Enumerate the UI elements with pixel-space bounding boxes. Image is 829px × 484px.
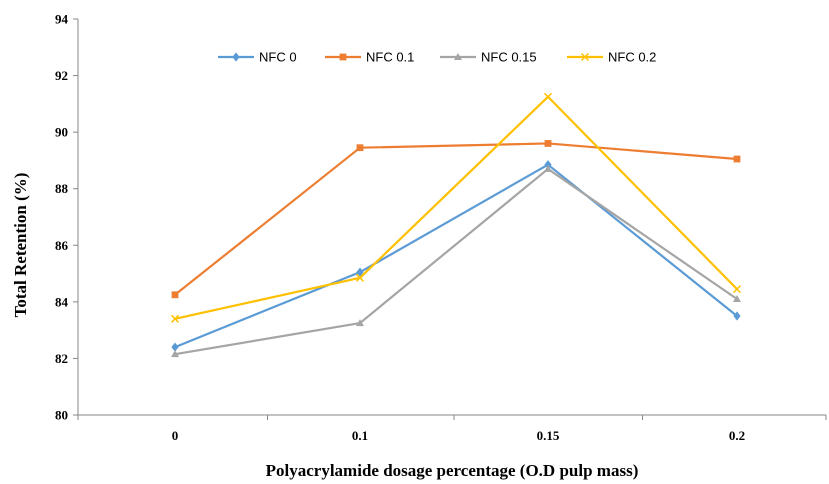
series-line [174, 142, 738, 296]
data-point [544, 140, 552, 147]
data-point [171, 291, 179, 299]
y-tick-label: 86 [55, 238, 69, 253]
legend-marker [454, 53, 462, 60]
y-axis-title: Total Retention (%) [11, 173, 30, 318]
data-point [356, 267, 364, 277]
legend-entry: NFC 0.1 [325, 50, 414, 65]
data-point [171, 342, 179, 352]
legend-entry: NFC 0 [218, 50, 297, 65]
series-nfc-0 [171, 160, 741, 352]
y-tick-label: 90 [55, 125, 68, 140]
legend-label: NFC 0 [259, 50, 297, 65]
data-point [732, 285, 742, 294]
x-tick-label: 0.2 [729, 428, 745, 443]
x-tick-label: 0 [172, 428, 179, 443]
chart-axes: 80 82 84 86 88 90 92 94 0 0.1 0.15 0.2 [55, 12, 827, 443]
y-tick-label: 80 [55, 408, 68, 423]
data-point [733, 295, 741, 303]
x-tick-label: 0.1 [352, 428, 368, 443]
data-point [171, 350, 179, 358]
chart-legend: NFC 0 NFC 0.1 NFC 0.15 NFC 0.2 [218, 50, 656, 65]
legend-label: NFC 0.15 [481, 50, 537, 65]
legend-marker [232, 52, 240, 62]
x-axis-title: Polyacrylamide dosage percentage (O.D pu… [266, 461, 639, 480]
legend-entry: NFC 0.15 [440, 50, 537, 65]
series-line [174, 163, 738, 349]
x-tick-label: 0.15 [537, 428, 560, 443]
data-point [544, 160, 552, 170]
series-nfc-0-2 [170, 92, 742, 323]
data-point [356, 319, 364, 327]
series-nfc-0-15 [171, 164, 741, 358]
legend-marker [580, 52, 590, 62]
y-tick-label: 94 [55, 12, 69, 27]
data-point [544, 164, 552, 172]
series-line [174, 95, 738, 320]
data-point [543, 92, 553, 101]
legend-label: NFC 0.1 [366, 50, 414, 65]
data-point [733, 311, 741, 321]
series-nfc-0-1 [171, 140, 741, 299]
y-tick-label: 88 [55, 181, 69, 196]
data-point [170, 314, 180, 323]
y-tick-label: 82 [55, 351, 68, 366]
series-line [174, 167, 738, 356]
legend-label: NFC 0.2 [608, 50, 656, 65]
data-point [356, 144, 364, 152]
data-point [355, 273, 365, 282]
chart-series [170, 92, 742, 358]
data-point [733, 155, 741, 163]
legend-entry: NFC 0.2 [567, 50, 656, 65]
legend-marker [339, 53, 347, 61]
y-tick-label: 92 [55, 68, 68, 83]
y-tick-label: 84 [55, 294, 69, 309]
